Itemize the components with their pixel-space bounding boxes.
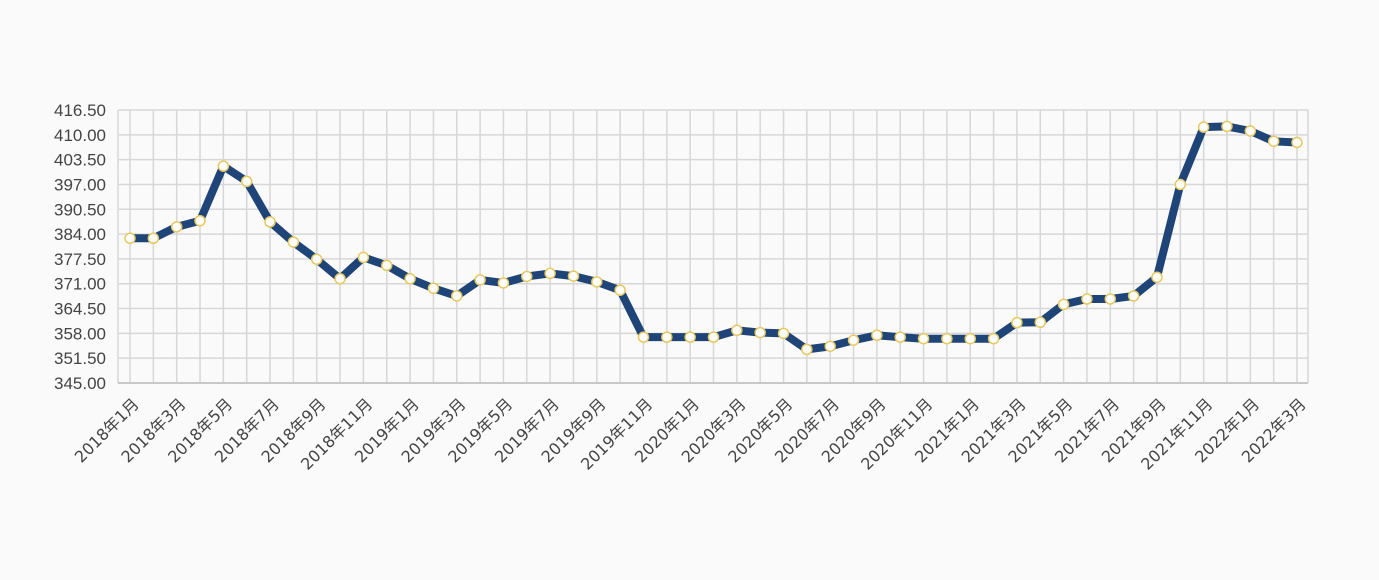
data-point[interactable] [871,329,883,342]
y-tick-label: 384.00 [54,225,106,244]
data-point[interactable] [637,331,650,343]
data-point[interactable] [824,340,836,353]
data-point[interactable] [170,221,183,233]
y-tick-label: 371.00 [54,275,106,294]
data-point[interactable] [1244,125,1257,137]
y-tick-label: 351.50 [54,349,106,368]
data-point[interactable] [427,282,440,295]
data-point[interactable] [591,276,603,288]
data-point[interactable] [754,326,766,339]
data-point[interactable] [404,273,416,285]
data-point[interactable] [474,274,486,286]
data-point[interactable] [801,343,813,356]
y-tick-label: 403.50 [54,151,106,170]
data-point[interactable] [451,290,463,302]
data-point[interactable] [1291,136,1303,149]
data-point[interactable] [1011,316,1023,329]
data-point[interactable] [1267,135,1280,148]
data-point[interactable] [217,160,230,172]
data-point[interactable] [1057,298,1070,311]
data-point[interactable] [567,270,580,282]
y-axis: 416.50 410.00 403.50 397.00 390.50 384.00 377.… [54,101,106,393]
data-point[interactable] [334,273,346,285]
data-point[interactable] [497,277,510,289]
series-plot [124,120,1303,356]
y-tick-label: 410.00 [54,126,106,145]
data-point[interactable] [964,332,976,345]
data-point[interactable] [1127,290,1140,302]
x-axis: 2018年1月2018年3月2018年5月2018年7月2018年9月2018年… [71,382,1310,474]
data-point[interactable] [287,236,300,248]
data-point[interactable] [777,327,790,340]
data-point[interactable] [684,331,696,343]
data-point[interactable] [124,232,136,245]
data-point[interactable] [661,331,673,343]
y-tick-label: 390.50 [54,200,106,219]
data-point[interactable] [847,334,860,346]
data-point[interactable] [310,253,323,266]
data-point[interactable] [240,175,253,188]
data-point[interactable] [521,270,533,283]
data-point[interactable] [544,267,556,280]
data-point[interactable] [264,216,276,228]
y-tick-label: 377.50 [54,250,106,269]
data-point[interactable] [1104,293,1117,305]
y-tick-label: 397.00 [54,175,106,194]
data-point[interactable] [380,259,393,272]
data-point[interactable] [194,214,206,227]
data-point[interactable] [1034,316,1047,329]
data-point[interactable] [1197,121,1210,133]
data-point[interactable] [147,232,160,245]
data-point[interactable] [917,332,930,345]
data-point[interactable] [1151,271,1163,283]
data-point[interactable] [614,284,626,296]
y-tick-label: 364.50 [54,300,106,319]
data-point[interactable] [987,332,1000,345]
y-tick-label: 345.00 [54,374,106,393]
data-point[interactable] [357,251,370,264]
data-point[interactable] [707,331,720,343]
data-point[interactable] [731,324,743,337]
y-tick-label: 416.50 [54,101,106,120]
data-point[interactable] [1174,178,1187,191]
data-point[interactable] [894,331,906,343]
data-point[interactable] [1081,293,1093,305]
y-tick-label: 358.00 [54,324,106,343]
data-point[interactable] [1221,120,1233,133]
data-point[interactable] [941,332,953,345]
